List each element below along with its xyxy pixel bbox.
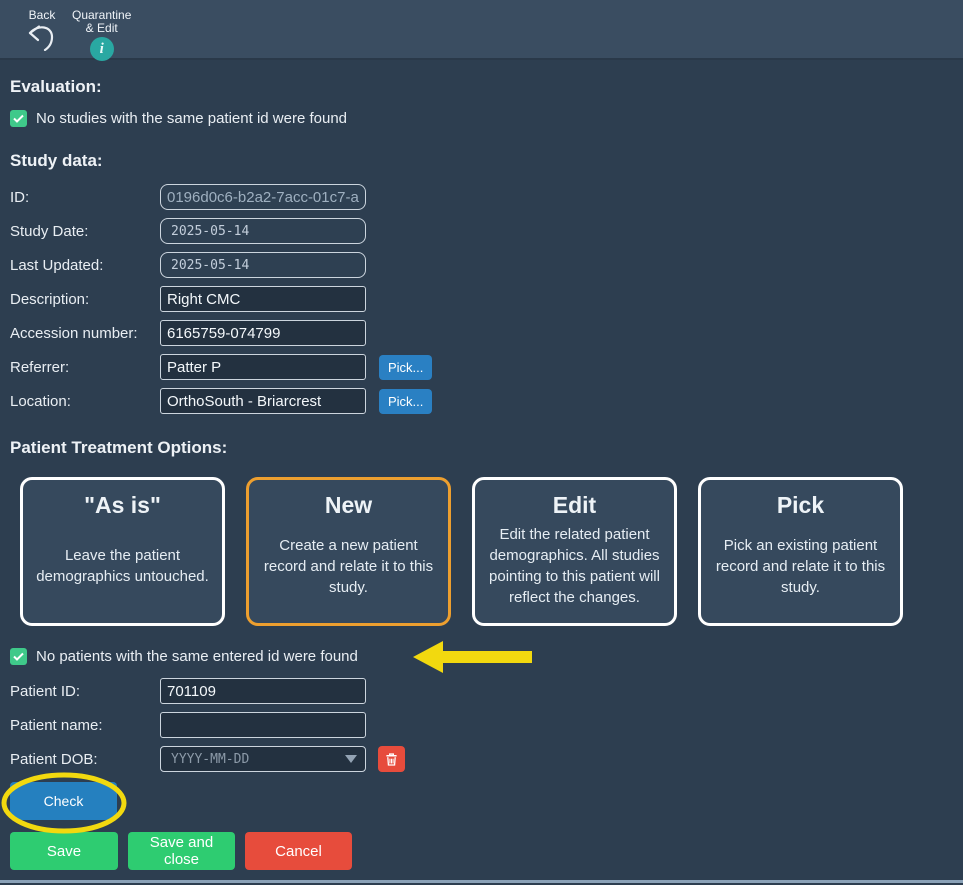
- patient-name-input[interactable]: [160, 712, 366, 738]
- check-button[interactable]: Check: [10, 782, 117, 820]
- patient-dob-input[interactable]: [160, 746, 366, 772]
- description-label: Description:: [10, 290, 90, 308]
- patient-name-label: Patient name:: [10, 716, 103, 734]
- save-and-close-button[interactable]: Save and close: [128, 832, 235, 870]
- patient-check-row: No patients with the same entered id wer…: [10, 648, 963, 665]
- last-updated-label: Last Updated:: [10, 256, 104, 274]
- option-card-description: Create a new patient record and relate i…: [263, 536, 434, 596]
- option-card-description: Edit the related patient demographics. A…: [489, 526, 660, 606]
- description-row: Description:: [10, 286, 963, 312]
- option-card-new[interactable]: New Create a new patient record and rela…: [246, 477, 451, 626]
- study-id-input[interactable]: [160, 184, 366, 210]
- referrer-input[interactable]: [160, 354, 366, 380]
- referrer-label: Referrer:: [10, 358, 70, 376]
- info-icon: i: [89, 37, 114, 61]
- cancel-button[interactable]: Cancel: [245, 832, 352, 870]
- trash-icon: [386, 753, 397, 766]
- last-updated-input[interactable]: [160, 252, 366, 278]
- patient-dob-label: Patient DOB:: [10, 750, 98, 768]
- evaluation-checkbox[interactable]: [10, 110, 27, 127]
- content: Evaluation: No studies with the same pat…: [0, 77, 963, 870]
- study-date-input[interactable]: [160, 218, 366, 244]
- last-updated-row: Last Updated:: [10, 252, 963, 278]
- evaluation-checkbox-label: No studies with the same patient id were…: [36, 110, 348, 127]
- location-pick-button[interactable]: Pick...: [379, 388, 433, 414]
- checkmark-icon: [13, 652, 24, 661]
- referrer-pick-button[interactable]: Pick...: [379, 354, 433, 380]
- study-id-row: ID:: [10, 184, 963, 210]
- checkmark-icon: [13, 114, 24, 123]
- treatment-options-heading: Patient Treatment Options:: [10, 438, 228, 457]
- clear-dob-button[interactable]: [378, 746, 405, 772]
- bottom-actions: Save Save and close Cancel: [10, 832, 963, 870]
- tool-label-line1: Quarantine: [72, 8, 132, 22]
- study-date-row: Study Date:: [10, 218, 963, 244]
- study-data-heading: Study data:: [10, 151, 103, 170]
- accession-number-input[interactable]: [160, 320, 366, 346]
- back-label: Back: [28, 8, 56, 22]
- patient-id-row: Patient ID:: [10, 678, 963, 704]
- option-card-description: Pick an existing patient record and rela…: [715, 536, 886, 596]
- save-button[interactable]: Save: [10, 832, 118, 870]
- back-button[interactable]: Back: [22, 0, 62, 51]
- evaluation-check-row: No studies with the same patient id were…: [10, 110, 963, 127]
- treatment-option-cards: "As is" Leave the patient demographics u…: [20, 477, 963, 626]
- patient-checkbox-label: No patients with the same entered id wer…: [36, 648, 358, 665]
- description-input[interactable]: [160, 286, 366, 312]
- study-date-label: Study Date:: [10, 222, 89, 240]
- referrer-row: Referrer: Pick...: [10, 354, 963, 380]
- option-card-title: Edit: [552, 492, 597, 518]
- option-card-title: "As is": [84, 492, 161, 518]
- patient-dob-row: Patient DOB:: [10, 746, 963, 772]
- patient-checkbox[interactable]: [10, 648, 27, 665]
- study-id-label: ID:: [10, 188, 30, 206]
- back-arrow-icon: [28, 25, 54, 51]
- bottom-divider: [0, 880, 963, 883]
- tool-label-line2: & Edit: [85, 21, 118, 35]
- patient-dob-combobox[interactable]: [160, 746, 366, 772]
- location-row: Location: Pick...: [10, 388, 963, 414]
- option-card-title: New: [324, 492, 373, 518]
- option-card-description: Leave the patient demographics untouched…: [36, 547, 209, 585]
- evaluation-heading: Evaluation:: [10, 77, 102, 96]
- accession-number-row: Accession number:: [10, 320, 963, 346]
- accession-number-label: Accession number:: [10, 324, 138, 342]
- patient-id-label: Patient ID:: [10, 682, 81, 700]
- location-input[interactable]: [160, 388, 366, 414]
- patient-id-input[interactable]: [160, 678, 366, 704]
- option-card-as-is[interactable]: "As is" Leave the patient demographics u…: [20, 477, 225, 626]
- option-card-title: Pick: [776, 492, 825, 518]
- quarantine-edit-tool[interactable]: Quarantine & Edit i: [72, 0, 131, 61]
- option-card-pick[interactable]: Pick Pick an existing patient record and…: [698, 477, 903, 626]
- location-label: Location:: [10, 392, 71, 410]
- option-card-edit[interactable]: Edit Edit the related patient demographi…: [472, 477, 677, 626]
- patient-name-row: Patient name:: [10, 712, 963, 738]
- toolbar: Back Quarantine & Edit i: [0, 0, 963, 61]
